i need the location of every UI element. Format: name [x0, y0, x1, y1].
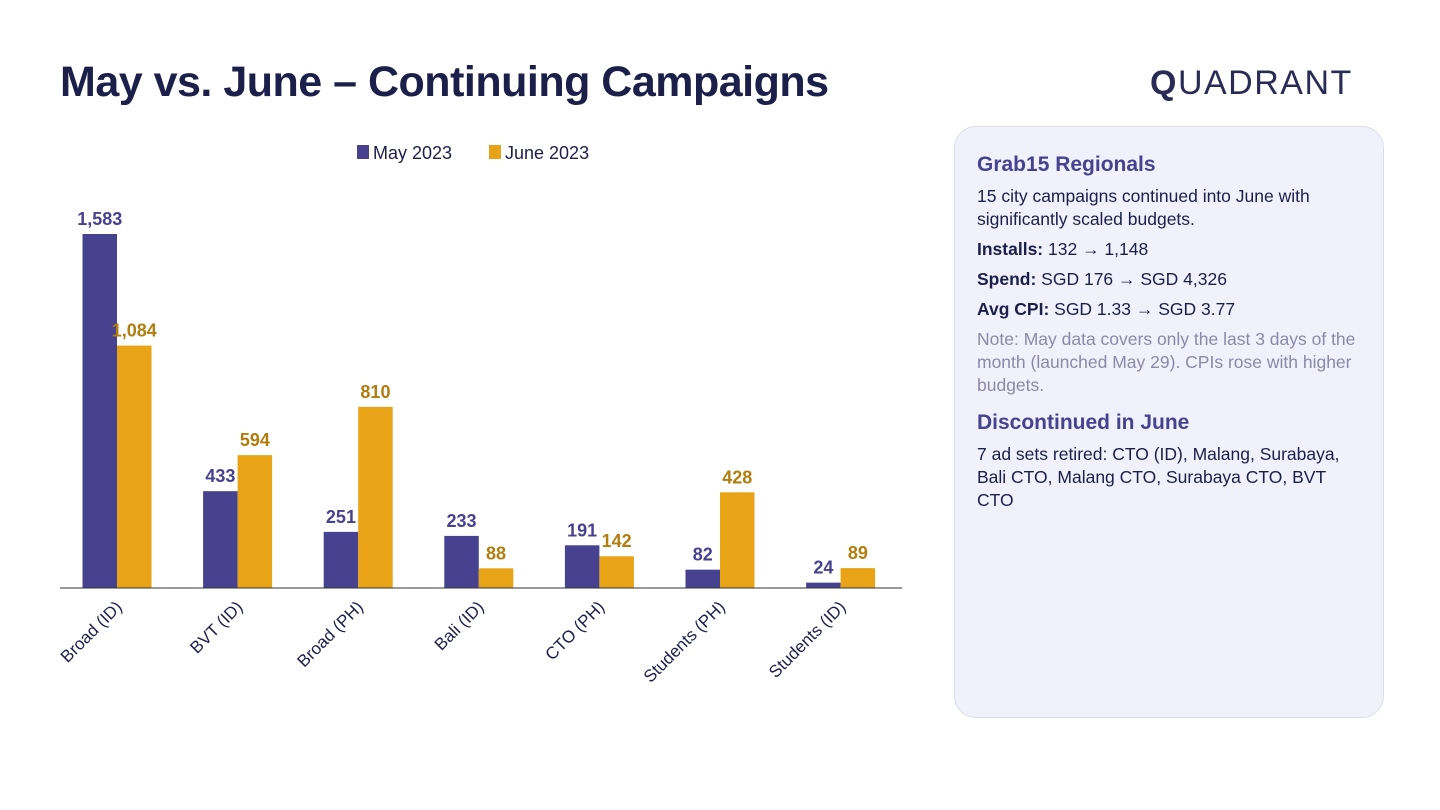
discontinued-list: 7 ad sets retired: CTO (ID), Malang, Sur…: [977, 444, 1340, 510]
spend-label: Spend:: [977, 269, 1037, 289]
x-tick-label: Bali (ID): [431, 597, 488, 654]
panel-heading-regionals: Grab15 Regionals: [977, 153, 1156, 176]
bar-may: [685, 569, 720, 588]
bar-june: [720, 492, 755, 588]
bar-june: [478, 568, 514, 588]
quadrant-logo: QUADRANT: [1150, 64, 1353, 103]
bar-may: [82, 234, 117, 588]
logo-rest: UADRANT: [1177, 64, 1353, 102]
installs-value: 132 → 1,148: [1043, 239, 1149, 259]
x-tick-label: Broad (ID): [57, 597, 126, 666]
logo-q: Q: [1150, 64, 1178, 102]
data-label: 810: [360, 382, 390, 402]
legend-swatch-1: [489, 145, 501, 159]
legend-label-1: June 2023: [505, 143, 589, 163]
legend-label-0: May 2023: [373, 143, 452, 163]
panel-note: Note: May data covers only the last 3 da…: [977, 329, 1356, 395]
bar-may: [806, 582, 841, 588]
bar-chart: May 2023 June 2023 1,583 1,084 Broad (ID) 433…: [57, 143, 902, 686]
data-label: 594: [240, 430, 270, 450]
data-label: 82: [693, 545, 713, 565]
data-label: 1,084: [112, 321, 157, 341]
data-label: 191: [567, 520, 597, 540]
page-title: May vs. June – Continuing Campaigns: [60, 58, 829, 106]
cpi-label: Avg CPI:: [977, 299, 1050, 319]
cpi-value: SGD 1.33 → SGD 3.77: [1049, 299, 1236, 319]
x-tick-label: BVT (ID): [186, 597, 246, 657]
data-label: 142: [602, 531, 632, 551]
data-label: 251: [326, 507, 356, 527]
data-label: 1,583: [77, 209, 122, 229]
bar-may: [564, 545, 600, 588]
bar-may: [203, 491, 238, 588]
bar-june: [237, 455, 273, 588]
summary-panel: Grab15 Regionals 15 city campaigns conti…: [954, 126, 1384, 718]
panel-heading-discontinued: Discontinued in June: [977, 411, 1190, 434]
bar-may: [323, 531, 359, 588]
x-tick-label: Broad (PH): [293, 597, 367, 671]
installs-row: Installs: 132 → 1,148: [977, 238, 1361, 261]
data-label: 89: [848, 543, 868, 563]
data-label: 233: [447, 511, 477, 531]
spend-row: Spend: SGD 176 → SGD 4,326: [977, 268, 1361, 291]
data-label: 88: [486, 543, 506, 563]
spend-value: SGD 176 → SGD 4,326: [1036, 269, 1227, 289]
data-label: 24: [813, 558, 833, 578]
bar-may: [444, 535, 479, 588]
x-tick-label: Students (PH): [640, 597, 729, 686]
bar-june: [358, 406, 393, 588]
bar-june: [117, 345, 152, 588]
x-tick-label: Students (ID): [765, 597, 849, 681]
panel-intro: 15 city campaigns continued into June wi…: [977, 186, 1310, 229]
cpi-row: Avg CPI: SGD 1.33 → SGD 3.77: [977, 298, 1361, 321]
installs-label: Installs:: [977, 239, 1044, 259]
data-label: 433: [205, 466, 235, 486]
bar-june: [599, 556, 634, 588]
legend-swatch-0: [357, 145, 369, 159]
data-label: 428: [722, 467, 752, 487]
bar-june: [840, 568, 876, 588]
x-tick-label: CTO (PH): [542, 597, 609, 664]
